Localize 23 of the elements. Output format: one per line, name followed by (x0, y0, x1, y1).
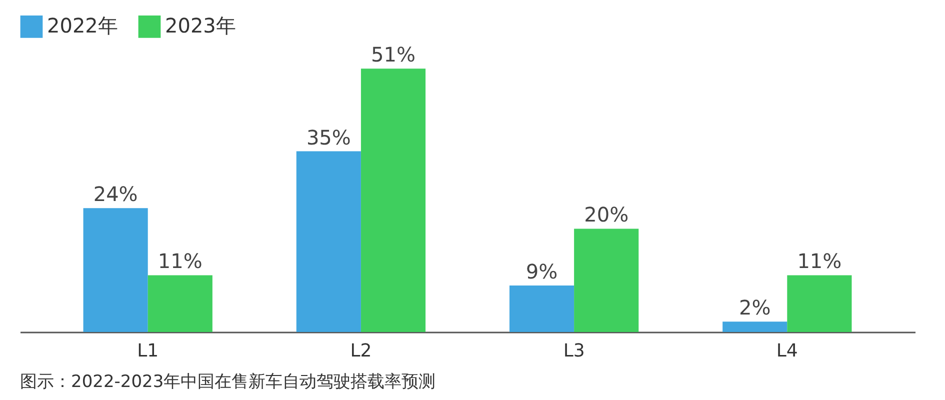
bar (148, 275, 212, 332)
bar (722, 322, 788, 332)
data-label: 20% (584, 202, 629, 227)
bar (296, 151, 361, 332)
text: 图示：2022-2023年中国在售新车自动驾驶搭载率预测 (20, 372, 436, 392)
data-label: 2% (738, 296, 771, 320)
data-label: 35% (306, 125, 351, 150)
legend-label: 2022年 (47, 14, 118, 38)
x-tick-label: L2 (350, 340, 372, 362)
bar (83, 208, 148, 332)
bar (574, 228, 639, 332)
data-label: 11% (797, 249, 842, 274)
x-tick-label: L3 (563, 340, 585, 362)
x-tick-label: L1 (137, 340, 159, 362)
x-tick-label: L4 (776, 340, 798, 362)
data-label: 51% (371, 42, 416, 67)
bar (360, 68, 426, 332)
data-label: 11% (158, 249, 202, 274)
data-label: 9% (526, 260, 558, 284)
bar (787, 275, 852, 332)
bar (509, 286, 574, 332)
legend-label: 2023年 (165, 14, 236, 38)
data-label: 24% (93, 182, 138, 206)
